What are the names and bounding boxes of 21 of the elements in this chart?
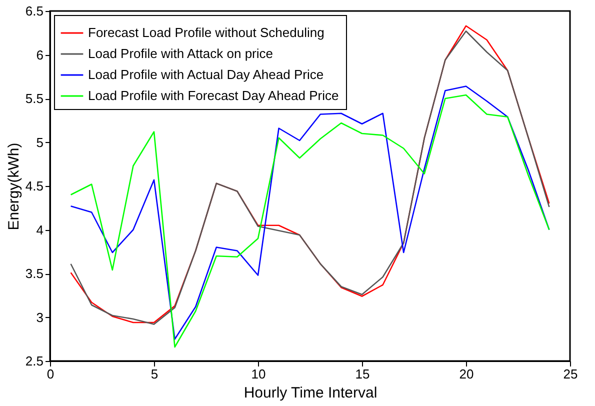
y-tick-label: 3.5 (25, 266, 44, 281)
legend-label: Load Profile with Attack on price (88, 46, 273, 61)
y-tick-label: 2.5 (25, 354, 44, 368)
x-tick-label: 0 (46, 366, 54, 382)
y-tick-label: 5 (36, 134, 44, 150)
legend-label: Load Profile with Actual Day Ahead Price (88, 67, 324, 82)
x-tick-label: 20 (459, 366, 474, 382)
y-tick-label: 3 (36, 310, 44, 325)
x-tick-label: 10 (251, 366, 266, 382)
x-tick-label: 5 (150, 366, 158, 382)
y-axis-title: Energy(kWh) (5, 142, 22, 230)
x-tick-label: 15 (355, 366, 370, 382)
y-tick-label: 4.5 (25, 178, 44, 194)
y-tick-label: 4 (36, 222, 44, 238)
x-tick-label: 25 (563, 366, 578, 382)
y-tick-label: 5.5 (25, 91, 44, 106)
y-tick-label: 6 (36, 47, 44, 62)
y-tick-label: 6.5 (25, 4, 44, 18)
x-axis-title: Hourly Time Interval (244, 384, 378, 402)
legend-label: Load Profile with Forecast Day Ahead Price (88, 88, 339, 103)
legend-label: Forecast Load Profile without Scheduling (88, 25, 324, 40)
